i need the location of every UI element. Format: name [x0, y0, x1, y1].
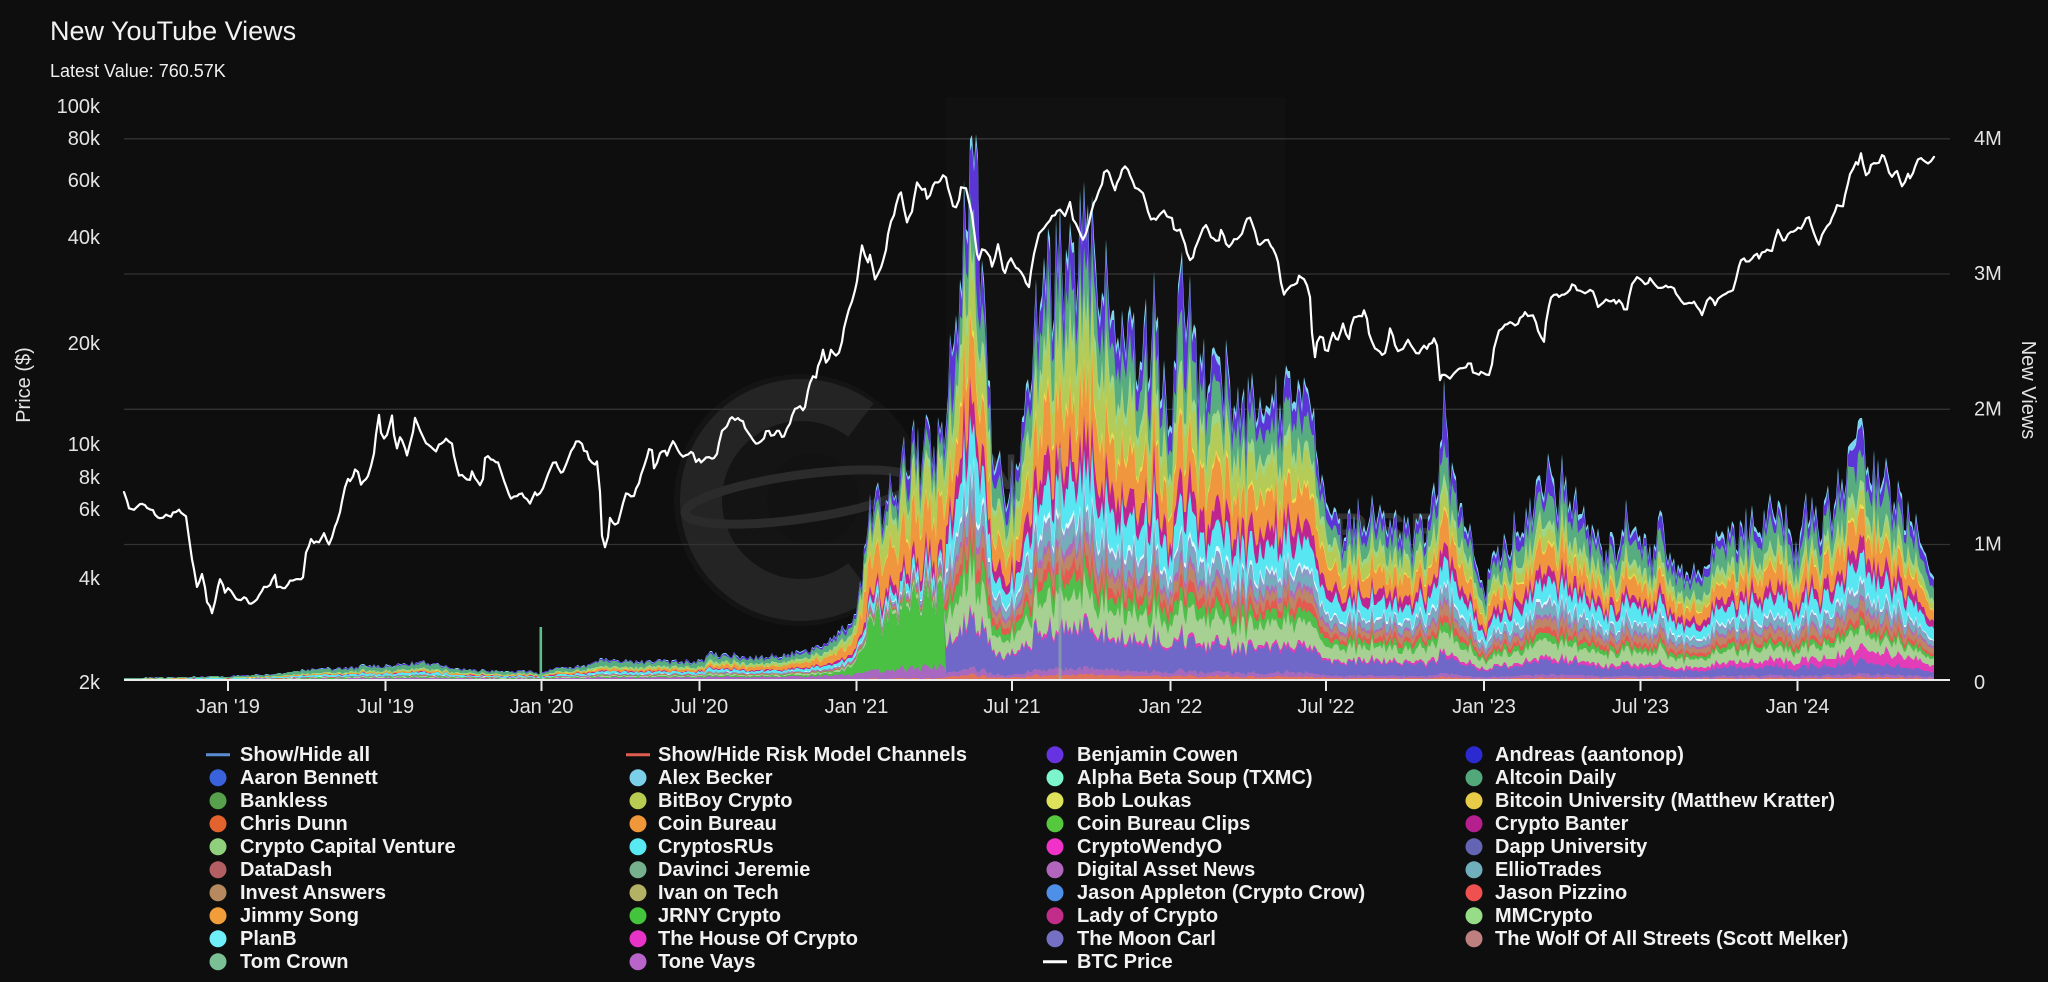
svg-text:Jul '21: Jul '21	[983, 696, 1040, 718]
svg-text:80k: 80k	[68, 128, 101, 150]
svg-text:Show/Hide Risk Model Channels: Show/Hide Risk Model Channels	[658, 744, 967, 766]
svg-text:Coin Bureau Clips: Coin Bureau Clips	[1077, 813, 1250, 835]
svg-text:100k: 100k	[57, 96, 101, 118]
svg-text:MMCrypto: MMCrypto	[1495, 905, 1593, 927]
svg-text:Jason Pizzino: Jason Pizzino	[1495, 882, 1627, 904]
svg-text:New Views: New Views	[2017, 341, 2039, 440]
svg-text:Jan '20: Jan '20	[510, 696, 574, 718]
svg-text:EllioTrades: EllioTrades	[1495, 859, 1602, 881]
svg-text:The Moon Carl: The Moon Carl	[1077, 928, 1216, 950]
svg-text:Invest Answers: Invest Answers	[240, 882, 386, 904]
svg-text:10k: 10k	[68, 434, 101, 456]
svg-text:0: 0	[1974, 672, 1985, 694]
svg-text:New YouTube Views: New YouTube Views	[50, 16, 296, 46]
svg-text:Jimmy Song: Jimmy Song	[240, 905, 359, 927]
svg-text:1M: 1M	[1974, 534, 2002, 556]
svg-text:Tone Vays: Tone Vays	[658, 951, 755, 973]
svg-text:Altcoin Daily: Altcoin Daily	[1495, 767, 1617, 789]
svg-text:Bankless: Bankless	[240, 790, 328, 812]
svg-text:Lady of Crypto: Lady of Crypto	[1077, 905, 1218, 927]
svg-text:Chris Dunn: Chris Dunn	[240, 813, 348, 835]
svg-text:Davinci Jeremie: Davinci Jeremie	[658, 859, 810, 881]
svg-text:Andreas (aantonop): Andreas (aantonop)	[1495, 744, 1684, 766]
svg-text:40k: 40k	[68, 227, 101, 249]
svg-text:Jan '21: Jan '21	[825, 696, 889, 718]
svg-text:6k: 6k	[79, 499, 101, 521]
svg-text:Jul '19: Jul '19	[357, 696, 414, 718]
svg-text:Jan '22: Jan '22	[1139, 696, 1203, 718]
svg-text:Price ($): Price ($)	[13, 347, 35, 423]
svg-text:Dapp University: Dapp University	[1495, 836, 1648, 858]
svg-text:20k: 20k	[68, 333, 101, 355]
svg-text:Crypto Banter: Crypto Banter	[1495, 813, 1629, 835]
svg-text:Jul '20: Jul '20	[671, 696, 728, 718]
svg-text:PlanB: PlanB	[240, 928, 297, 950]
svg-text:Bob Loukas: Bob Loukas	[1077, 790, 1191, 812]
svg-text:8k: 8k	[79, 467, 101, 489]
svg-text:Ivan on Tech: Ivan on Tech	[658, 882, 779, 904]
svg-text:Jan '23: Jan '23	[1452, 696, 1516, 718]
svg-text:CryptoWendyO: CryptoWendyO	[1077, 836, 1222, 858]
svg-text:Jul '23: Jul '23	[1612, 696, 1669, 718]
svg-text:2M: 2M	[1974, 398, 2002, 420]
svg-text:3M: 3M	[1974, 263, 2002, 285]
svg-text:Alex Becker: Alex Becker	[658, 767, 773, 789]
svg-text:Show/Hide all: Show/Hide all	[240, 744, 370, 766]
svg-text:60k: 60k	[68, 170, 101, 192]
svg-text:DataDash: DataDash	[240, 859, 332, 881]
svg-text:Jan '24: Jan '24	[1766, 696, 1830, 718]
svg-text:Bitcoin University (Matthew Kr: Bitcoin University (Matthew Kratter)	[1495, 790, 1835, 812]
svg-text:Coin Bureau: Coin Bureau	[658, 813, 777, 835]
svg-text:Crypto Capital Venture: Crypto Capital Venture	[240, 836, 456, 858]
svg-text:CryptosRUs: CryptosRUs	[658, 836, 774, 858]
svg-text:Jason Appleton (Crypto Crow): Jason Appleton (Crypto Crow)	[1077, 882, 1365, 904]
svg-text:Digital Asset News: Digital Asset News	[1077, 859, 1255, 881]
svg-text:The Wolf Of All Streets (Scott: The Wolf Of All Streets (Scott Melker)	[1495, 928, 1848, 950]
svg-text:The House Of Crypto: The House Of Crypto	[658, 928, 858, 950]
svg-text:JRNY Crypto: JRNY Crypto	[658, 905, 781, 927]
svg-text:4k: 4k	[79, 568, 101, 590]
svg-text:4M: 4M	[1974, 128, 2002, 150]
svg-text:Latest Value: 760.57K: Latest Value: 760.57K	[50, 61, 226, 81]
svg-text:Aaron Bennett: Aaron Bennett	[240, 767, 378, 789]
svg-text:2k: 2k	[79, 672, 101, 694]
svg-text:BitBoy Crypto: BitBoy Crypto	[658, 790, 792, 812]
svg-text:Benjamin Cowen: Benjamin Cowen	[1077, 744, 1238, 766]
svg-text:Alpha Beta Soup (TXMC): Alpha Beta Soup (TXMC)	[1077, 767, 1313, 789]
svg-text:BTC Price: BTC Price	[1077, 951, 1173, 973]
svg-text:Jan '19: Jan '19	[196, 696, 260, 718]
svg-text:Jul '22: Jul '22	[1297, 696, 1354, 718]
svg-text:Tom Crown: Tom Crown	[240, 951, 349, 973]
